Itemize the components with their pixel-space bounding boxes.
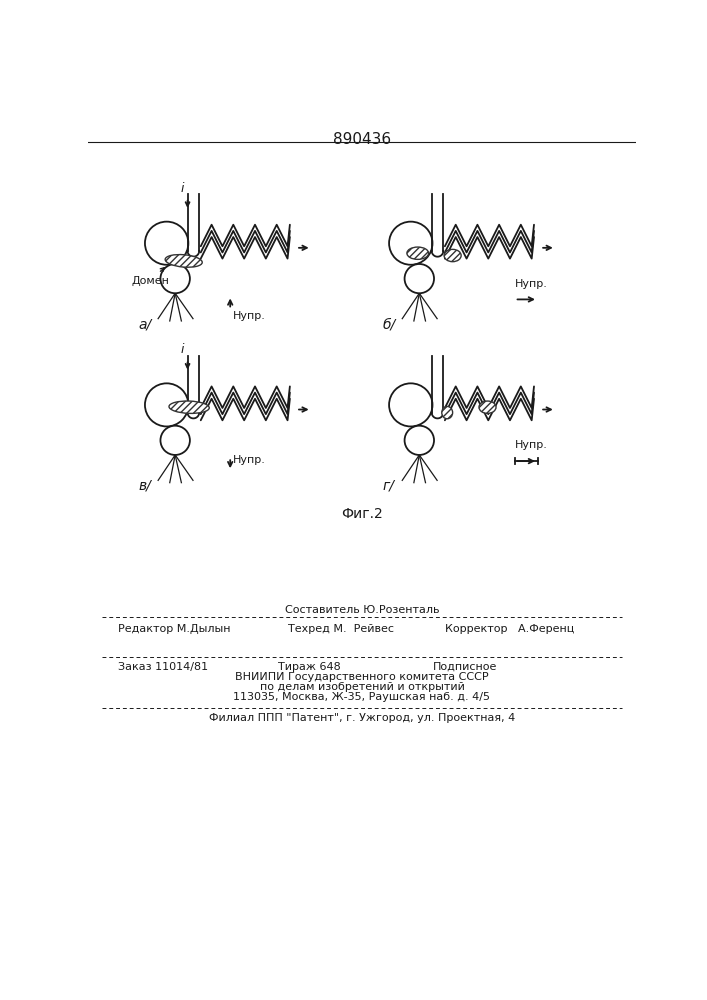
Text: Филиал ППП "Патент", г. Ужгород, ул. Проектная, 4: Филиал ППП "Патент", г. Ужгород, ул. Про… (209, 713, 515, 723)
Text: Корректор   А.Ференц: Корректор А.Ференц (445, 624, 574, 634)
Ellipse shape (165, 255, 202, 267)
Circle shape (145, 383, 188, 426)
Text: Фиг.2: Фиг.2 (341, 507, 382, 521)
Circle shape (160, 426, 190, 455)
Text: б/: б/ (383, 317, 396, 331)
Text: а/: а/ (139, 317, 152, 331)
Circle shape (145, 222, 188, 265)
Text: Нупр.: Нупр. (233, 311, 266, 321)
Text: Нупр.: Нупр. (515, 279, 547, 289)
Text: Домен: Домен (131, 268, 169, 286)
Text: Подписное: Подписное (433, 662, 498, 672)
Ellipse shape (444, 249, 461, 262)
Text: ВНИИПИ Государственного комитета СССР: ВНИИПИ Государственного комитета СССР (235, 672, 489, 682)
Ellipse shape (442, 406, 452, 419)
Text: Редактор М.Дылын: Редактор М.Дылын (118, 624, 230, 634)
Circle shape (160, 264, 190, 293)
Text: Тираж 648: Тираж 648 (279, 662, 341, 672)
Text: 113035, Москва, Ж-35, Раушская наб. д. 4/5: 113035, Москва, Ж-35, Раушская наб. д. 4… (233, 692, 491, 702)
Text: 890436: 890436 (333, 132, 391, 147)
Text: i: i (180, 182, 184, 195)
Ellipse shape (479, 401, 496, 413)
Circle shape (389, 383, 433, 426)
Text: Нупр.: Нупр. (515, 440, 547, 450)
Text: i: i (180, 343, 184, 356)
Text: по делам изобретений и открытий: по делам изобретений и открытий (259, 682, 464, 692)
Text: Нупр.: Нупр. (233, 455, 266, 465)
Circle shape (389, 222, 433, 265)
Circle shape (404, 264, 434, 293)
Text: Техред М.  Рейвес: Техред М. Рейвес (288, 624, 395, 634)
Text: Составитель Ю.Розенталь: Составитель Ю.Розенталь (285, 605, 439, 615)
Text: в/: в/ (139, 479, 151, 493)
Ellipse shape (407, 247, 428, 259)
Ellipse shape (169, 401, 209, 413)
Text: Заказ 11014/81: Заказ 11014/81 (118, 662, 208, 672)
Circle shape (404, 426, 434, 455)
Text: г/: г/ (383, 479, 395, 493)
